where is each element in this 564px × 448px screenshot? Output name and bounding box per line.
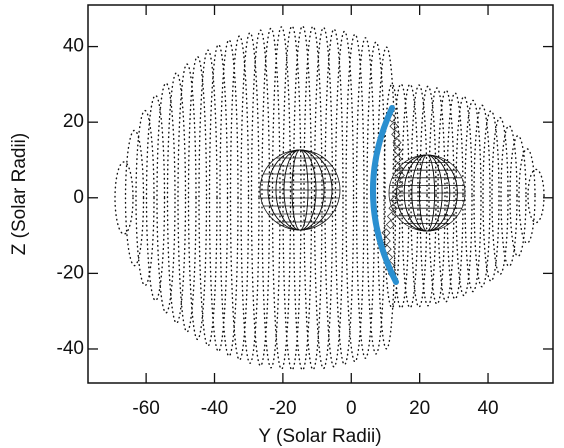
dotted-loop [366,41,386,355]
dotted-loop [401,83,419,309]
dotted-loop [177,63,197,333]
dotted-loop [114,161,134,235]
structure-drawing [114,25,545,371]
dotted-loop [437,89,455,303]
x-tick-label: 0 [346,398,357,419]
x-axis-label: Y (Solar Radii) [258,426,381,447]
dotted-loop [491,116,509,276]
diamond [394,179,404,189]
dotted-loop [428,87,446,305]
dotted-loop [473,104,491,288]
diamond [381,236,391,246]
dotted-loop [324,28,344,368]
y-tick-label: 20 [63,111,84,132]
diamond [392,162,403,172]
dotted-loop [509,135,527,257]
dotted-loop [410,84,428,308]
dotted-loop [518,148,536,244]
dotted-loop [376,46,397,350]
y-tick-label: 0 [73,187,84,208]
dotted-loop [187,55,208,341]
diamond [390,195,400,205]
dotted-loop [166,72,187,324]
diamond [386,211,397,221]
x-tick-label: -20 [269,398,296,419]
diamond [392,187,402,197]
dotted-loop [527,168,545,224]
diamond [395,170,405,180]
dotted-loop [455,95,473,297]
dotted-loop [464,99,482,293]
diamond [381,228,391,238]
dotted-loop [383,83,401,309]
dotted-loop [145,94,166,302]
x-tick-label: 40 [477,398,498,419]
y-axis-label: Z (Solar Radii) [9,133,30,255]
x-tick-label: -60 [132,398,159,419]
diamond [392,138,402,148]
dotted-loop [208,43,229,353]
diamond [385,220,395,230]
y-tick-label: -40 [57,338,84,359]
dotted-loop [156,82,176,314]
x-tick-label: 20 [409,398,430,419]
x-tick-label: -40 [201,398,228,419]
sphere-grid [267,149,333,231]
blue-arc [370,105,399,285]
sphere-grid [396,154,458,232]
dotted-loop [482,110,500,282]
dotted-loop [345,33,365,363]
dotted-loop [198,49,218,347]
y-tick-label: 40 [63,36,84,57]
dotted-loop [124,129,145,267]
dotted-loop [240,32,260,364]
diamond [391,129,401,139]
dotted-loop [135,109,155,287]
plot-frame [87,4,554,384]
dotted-loop [219,39,239,357]
diamond [393,154,403,164]
y-tick-label: -20 [57,262,84,283]
dotted-loop [419,85,437,307]
dotted-loop [500,125,518,267]
dotted-loop [229,35,250,361]
dotted-loop [446,92,464,300]
dotted-loop [334,30,355,366]
diamond [389,121,399,131]
diamond [388,203,398,213]
dotted-loop [392,83,410,309]
